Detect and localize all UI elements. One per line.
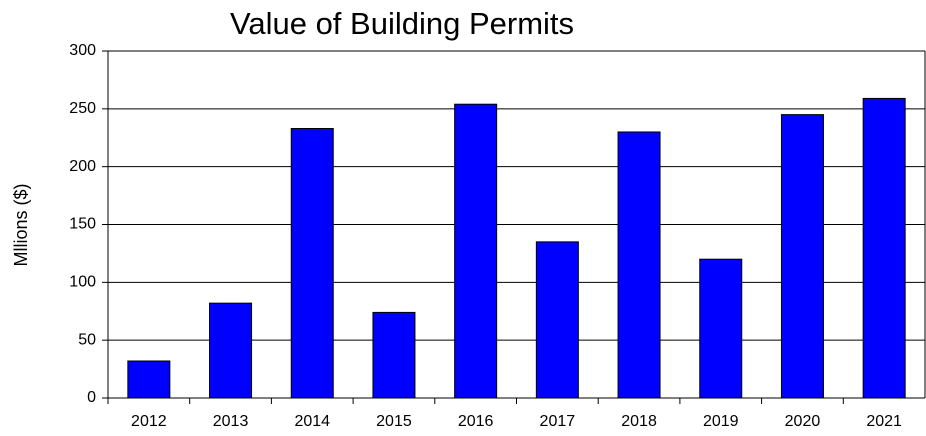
chart-title: Value of Building Permits [230, 6, 574, 41]
bar [290, 127, 334, 399]
bar [454, 103, 498, 399]
bar [862, 97, 906, 399]
bar [209, 302, 253, 399]
y-tick-label: 0 [87, 389, 96, 406]
bar [535, 241, 579, 399]
y-tick-label: 300 [69, 42, 96, 59]
x-tick-label: 2016 [458, 413, 494, 430]
x-tick-label: 2018 [621, 413, 657, 430]
x-tick-label: 2014 [294, 413, 330, 430]
x-tick-label: 2012 [131, 413, 167, 430]
bar [372, 311, 416, 399]
y-tick-label: 150 [69, 216, 96, 233]
x-tick-label: 2020 [785, 413, 821, 430]
x-tick-label: 2021 [866, 413, 902, 430]
bar [780, 114, 824, 399]
x-tick-label: 2019 [703, 413, 739, 430]
y-tick-label: 250 [69, 100, 96, 117]
bar [699, 258, 743, 399]
bar [127, 360, 171, 399]
x-tick-label: 2017 [540, 413, 576, 430]
y-tick-label: 50 [78, 331, 96, 348]
y-tick-label: 100 [69, 274, 96, 291]
x-tick-label: 2013 [213, 413, 249, 430]
bar [617, 131, 661, 399]
y-axis-label: Mllions ($) [11, 183, 31, 266]
y-tick-label: 200 [69, 158, 96, 175]
x-tick-label: 2015 [376, 413, 412, 430]
